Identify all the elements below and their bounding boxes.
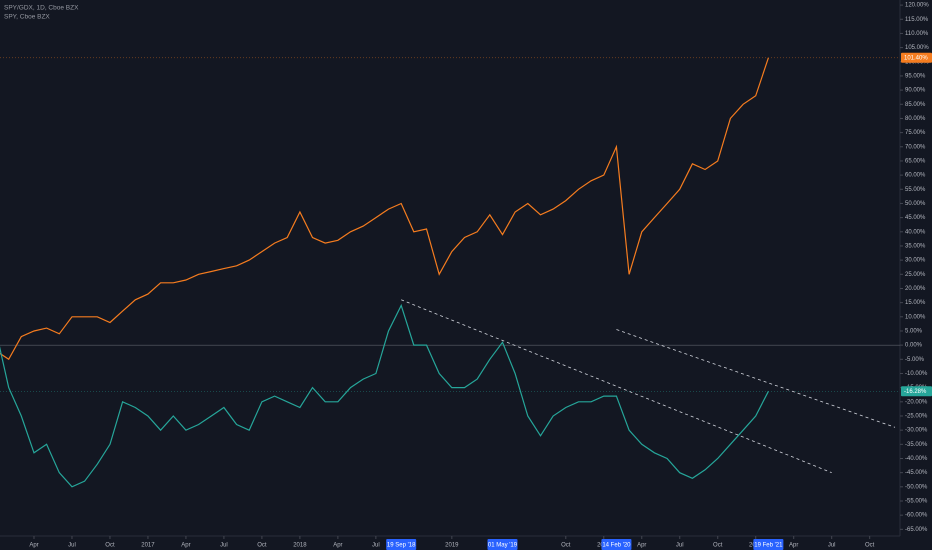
- y-tick-label: 55.00%: [905, 187, 926, 193]
- y-tick-label: 120.00%: [905, 3, 929, 9]
- last-value-label: 101.40%: [904, 55, 928, 61]
- y-tick-label: 10.00%: [905, 314, 926, 320]
- y-tick-label: 70.00%: [905, 144, 926, 150]
- trendline: [401, 299, 832, 474]
- series-line: [0, 57, 769, 361]
- y-tick-label: 30.00%: [905, 258, 926, 264]
- x-tick-label: 2017: [141, 543, 155, 549]
- x-tick-label: Apr: [29, 543, 38, 549]
- chart-subtitle: SPY, Cboe BZX: [4, 14, 50, 21]
- y-tick-label: -65.00%: [905, 527, 928, 533]
- y-tick-label: -5.00%: [905, 357, 925, 363]
- y-tick-label: 110.00%: [905, 31, 929, 37]
- y-tick-label: 60.00%: [905, 173, 926, 179]
- y-tick-label: 15.00%: [905, 300, 926, 306]
- x-tick-label: Jul: [676, 543, 684, 549]
- y-tick-label: -25.00%: [905, 414, 928, 420]
- x-highlight-box: [753, 539, 784, 550]
- y-tick-label: -35.00%: [905, 442, 928, 448]
- trendline: [616, 329, 896, 428]
- y-tick-label: 35.00%: [905, 244, 926, 250]
- chart-title: SPY/GDX, 1D, Cboe BZX: [4, 5, 79, 12]
- x-tick-label: Oct: [713, 543, 723, 549]
- x-tick-label: Apr: [789, 543, 798, 549]
- y-tick-label: 95.00%: [905, 74, 926, 80]
- y-tick-label: 65.00%: [905, 159, 926, 165]
- y-tick-label: 75.00%: [905, 130, 926, 136]
- last-value-tag: [901, 386, 932, 397]
- y-tick-label: -60.00%: [905, 513, 928, 519]
- y-tick-label: 40.00%: [905, 229, 926, 235]
- y-tick-label: -20.00%: [905, 399, 928, 405]
- x-tick-label: Jul: [220, 543, 228, 549]
- x-tick-label: Apr: [181, 543, 190, 549]
- y-tick-label: -50.00%: [905, 484, 928, 490]
- y-tick-label: -40.00%: [905, 456, 928, 462]
- y-tick-label: 25.00%: [905, 272, 926, 278]
- last-value-label: -16.28%: [904, 389, 927, 395]
- x-highlight-box: [487, 539, 518, 550]
- y-tick-label: 50.00%: [905, 201, 926, 207]
- x-highlight-box: [386, 539, 417, 550]
- x-highlight-label: 19 Feb '21: [754, 543, 783, 549]
- x-tick-label: Apr: [333, 543, 342, 549]
- last-value-tag: [901, 52, 932, 63]
- y-tick-label: -10.00%: [905, 371, 928, 377]
- y-tick-label: 90.00%: [905, 88, 926, 94]
- y-tick-label: -55.00%: [905, 499, 928, 505]
- y-tick-label: -45.00%: [905, 470, 928, 476]
- x-tick-label: 2019: [445, 543, 459, 549]
- x-tick-label: Oct: [865, 543, 875, 549]
- x-tick-label: Oct: [105, 543, 115, 549]
- series-line: [0, 303, 769, 488]
- y-tick-label: -30.00%: [905, 428, 928, 434]
- y-tick-label: 5.00%: [905, 329, 923, 335]
- x-tick-label: Oct: [561, 543, 571, 549]
- x-highlight-label: 14 Feb '20: [602, 543, 631, 549]
- x-tick-label: 2018: [293, 543, 307, 549]
- y-tick-label: 115.00%: [905, 17, 929, 23]
- y-tick-label: 20.00%: [905, 286, 926, 292]
- y-tick-label: 0.00%: [905, 343, 923, 349]
- x-tick-label: Apr: [637, 543, 646, 549]
- y-tick-label: 45.00%: [905, 215, 926, 221]
- x-tick-label: Oct: [257, 543, 267, 549]
- x-highlight-label: 19 Sep '18: [387, 543, 416, 549]
- x-highlight-label: 01 May '19: [488, 543, 518, 549]
- y-tick-label: 85.00%: [905, 102, 926, 108]
- y-tick-label: 80.00%: [905, 116, 926, 122]
- y-tick-label: 105.00%: [905, 45, 929, 51]
- x-tick-label: Jul: [68, 543, 76, 549]
- x-highlight-box: [601, 539, 632, 550]
- x-tick-label: Jul: [372, 543, 380, 549]
- x-tick-label: Jul: [828, 543, 836, 549]
